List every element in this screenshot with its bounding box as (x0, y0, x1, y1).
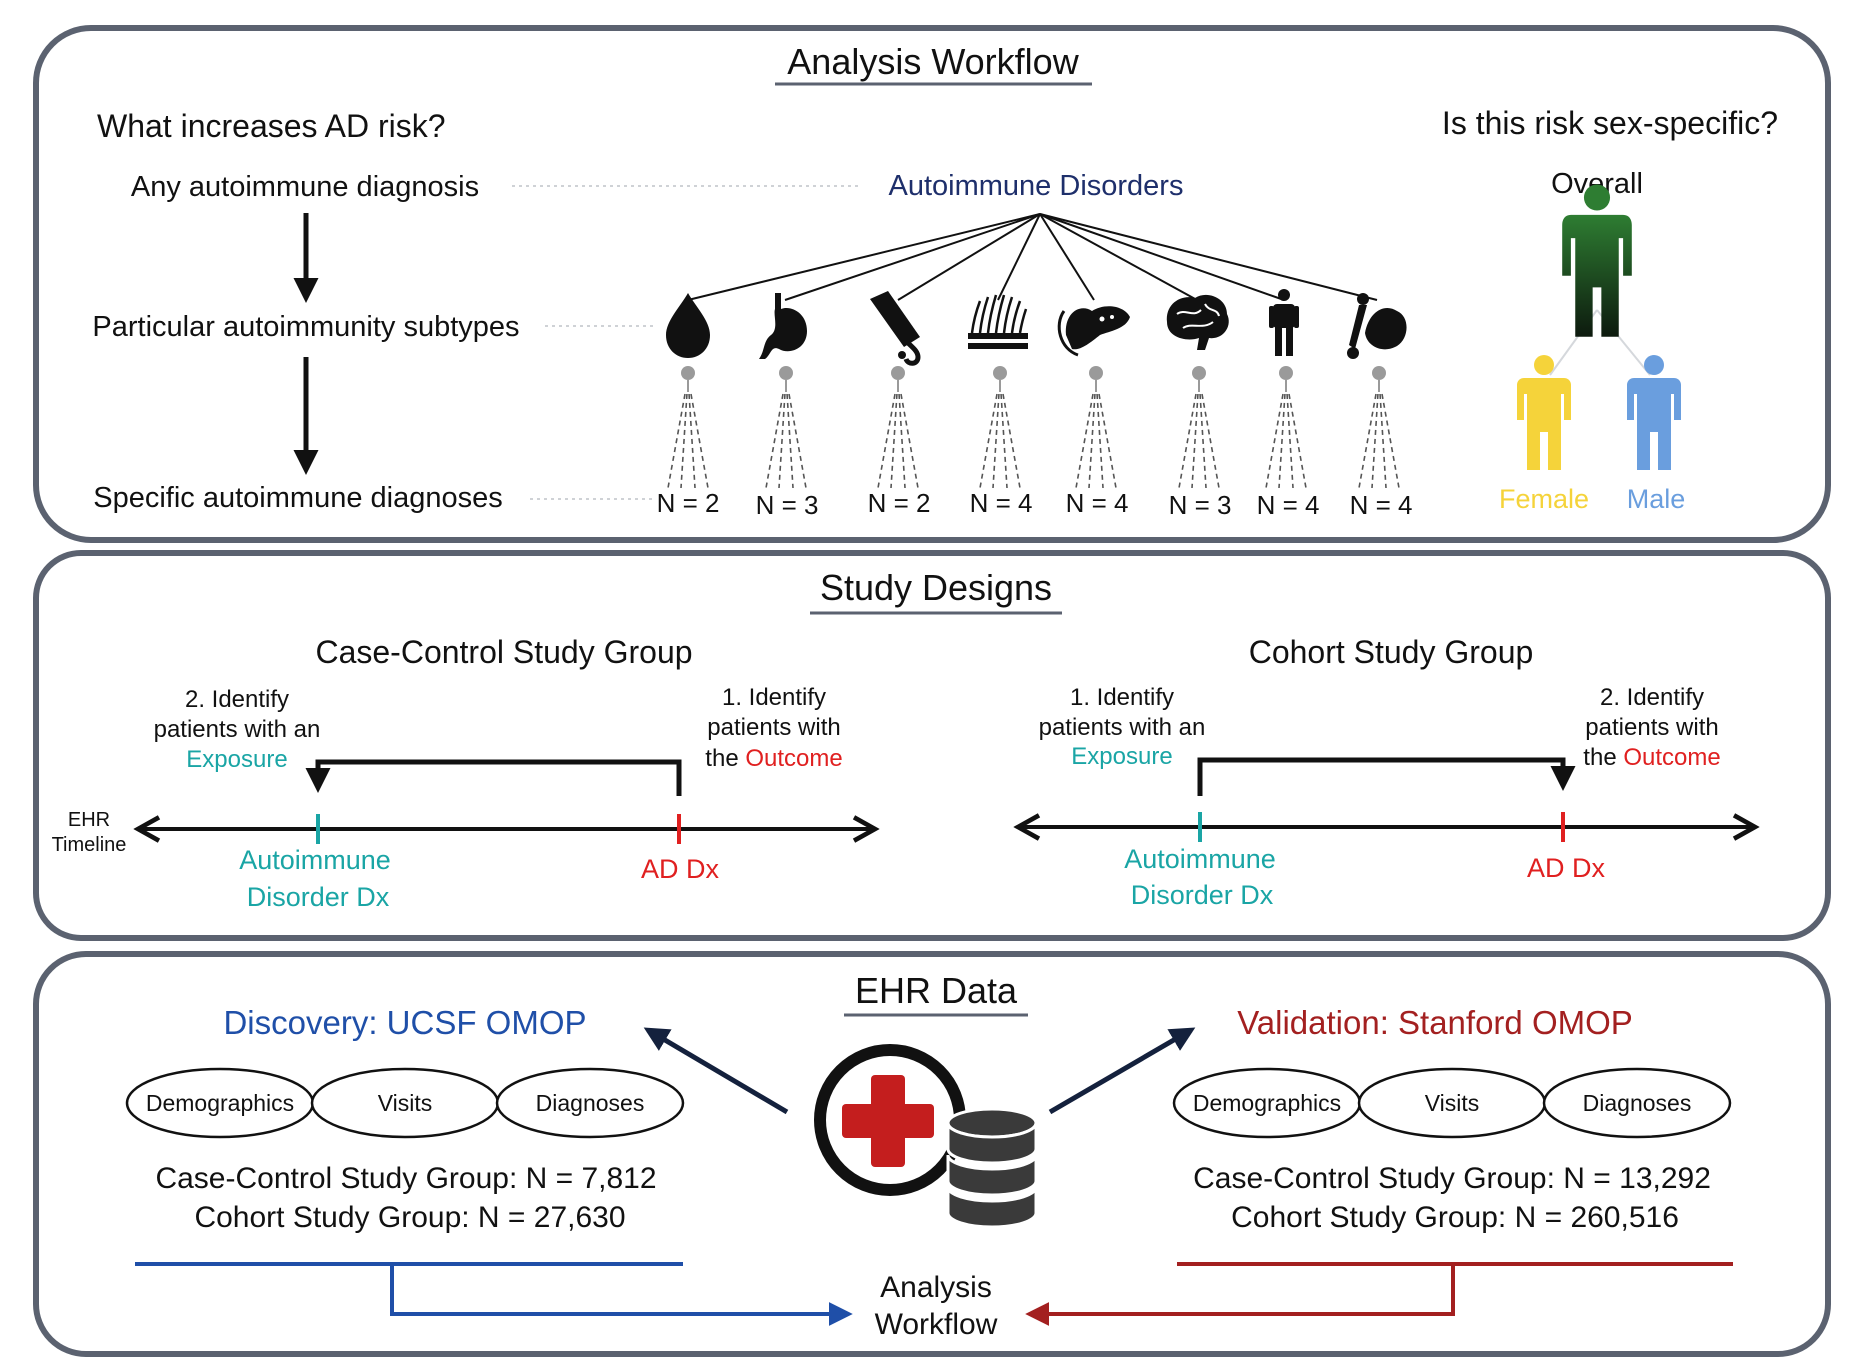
diagnosis-spray (667, 366, 709, 489)
person-icon (1269, 289, 1299, 356)
outcome-dx-label: AD Dx (1527, 853, 1606, 883)
hospital-database-icon (814, 1044, 1038, 1229)
panel-title: EHR Data (855, 970, 1018, 1011)
step-label: patients with (707, 714, 840, 741)
step-label: patients with (1585, 714, 1718, 741)
diagnosis-spray (979, 366, 1021, 489)
validation-title: Validation: Stanford OMOP (1237, 1004, 1633, 1041)
case-control-design: Case-Control Study Group 2. Identify pat… (52, 634, 875, 912)
outcome-label: the Outcome (1583, 744, 1720, 771)
female-label: Female (1499, 484, 1589, 514)
discovery-cohort-n: Cohort Study Group: N = 27,630 (194, 1201, 625, 1234)
muscle-bone-icon (1347, 293, 1407, 359)
diagnosis-spray (1075, 366, 1117, 489)
validation-cohort-n: Cohort Study Group: N = 260,516 (1231, 1201, 1679, 1234)
pill-visits: Visits (1425, 1090, 1480, 1116)
n-count-label: N = 4 (1257, 490, 1320, 520)
n-count-label: N = 4 (970, 488, 1033, 518)
stomach-icon (759, 293, 807, 359)
question-right: Is this risk sex-specific? (1442, 105, 1778, 141)
n-count-label: N = 2 (868, 488, 931, 518)
diagnosis-spray (1358, 366, 1400, 489)
exposure-dx-label: Disorder Dx (247, 882, 390, 912)
pill-diagnoses: Diagnoses (1583, 1090, 1692, 1116)
diagnosis-spray (765, 366, 807, 489)
exposure-dx-label: Disorder Dx (1131, 880, 1274, 910)
diagnosis-spray-group (667, 366, 1400, 489)
analysis-workflow-panel: Analysis Workflow What increases AD risk… (33, 25, 1831, 543)
step-label: 1. Identify (722, 684, 826, 711)
ehr-timeline-label: EHR (68, 809, 110, 831)
n-count-label: N = 3 (756, 490, 819, 520)
discovery-pills: Demographics Visits Diagnoses (125, 1067, 685, 1139)
validation-case-control-n: Case-Control Study Group: N = 13,292 (1193, 1162, 1711, 1195)
level-3-label: Specific autoimmune diagnoses (93, 482, 502, 514)
ehr-data-panel: EHR Data Discovery: UCSF OMOP Demographi… (33, 951, 1831, 1357)
female-person-icon (1517, 355, 1571, 470)
subtype-fan-lines (687, 213, 1378, 301)
exposure-label: Exposure (186, 746, 287, 773)
blood-drop-icon (666, 293, 710, 358)
analysis-workflow-target: Workflow (875, 1308, 998, 1341)
question-left: What increases AD risk? (97, 108, 446, 144)
level-2-label: Particular autoimmunity subtypes (92, 311, 519, 343)
panel-title: Study Designs (820, 567, 1052, 608)
autoimmune-disorders-label: Autoimmune Disorders (889, 170, 1184, 202)
step-label: 1. Identify (1070, 684, 1174, 711)
outcome-label: the Outcome (705, 745, 842, 772)
n-count-label: N = 4 (1066, 488, 1129, 518)
panel-title: Analysis Workflow (787, 41, 1079, 82)
step-label: 2. Identify (1600, 684, 1704, 711)
step-label: patients with an (154, 716, 321, 743)
n-count-label: N = 4 (1350, 490, 1413, 520)
outcome-dx-label: AD Dx (641, 854, 720, 884)
design-title: Case-Control Study Group (315, 634, 692, 670)
ehr-timeline-label: Timeline (52, 834, 127, 856)
male-label: Male (1627, 484, 1686, 514)
level-1-label: Any autoimmune diagnosis (131, 171, 479, 203)
discovery-case-control-n: Case-Control Study Group: N = 7,812 (155, 1162, 656, 1195)
pill-diagnoses: Diagnoses (536, 1090, 645, 1116)
study-designs-panel: Study Designs Case-Control Study Group 2… (33, 550, 1831, 941)
analysis-workflow-target: Analysis (880, 1271, 992, 1304)
n-count-label: N = 2 (657, 488, 720, 518)
validation-pills: Demographics Visits Diagnoses (1172, 1067, 1732, 1139)
brain-icon (1166, 294, 1229, 350)
male-person-icon (1627, 355, 1681, 470)
exposure-dx-label: Autoimmune (239, 845, 391, 875)
step-label: patients with an (1039, 714, 1206, 741)
overall-person-icon (1562, 184, 1632, 337)
diagnosis-spray (877, 366, 919, 489)
design-title: Cohort Study Group (1249, 634, 1534, 670)
skin-icon (968, 294, 1028, 349)
intestine-icon (870, 291, 921, 366)
n-count-label: N = 3 (1169, 490, 1232, 520)
diagnosis-spray (1178, 366, 1220, 489)
pill-demographics: Demographics (1193, 1090, 1341, 1116)
pancreas-icon (1057, 306, 1130, 357)
pill-demographics: Demographics (146, 1090, 294, 1116)
cohort-design: Cohort Study Group 1. Identify patients … (1018, 634, 1755, 910)
exposure-dx-label: Autoimmune (1124, 844, 1276, 874)
step-label: 2. Identify (185, 686, 289, 713)
discovery-title: Discovery: UCSF OMOP (223, 1004, 586, 1041)
exposure-label: Exposure (1071, 743, 1172, 770)
diagnosis-spray (1265, 366, 1307, 489)
pill-visits: Visits (378, 1090, 433, 1116)
